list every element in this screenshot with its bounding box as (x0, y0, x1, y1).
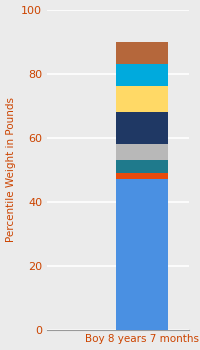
Bar (116, 160, 168, 173)
Bar (116, 179, 168, 330)
Bar (116, 64, 168, 86)
Bar (116, 86, 168, 112)
Y-axis label: Percentile Weight in Pounds: Percentile Weight in Pounds (6, 97, 16, 242)
Bar (116, 42, 168, 64)
Bar (116, 144, 168, 160)
Bar (116, 173, 168, 179)
Bar (116, 112, 168, 144)
